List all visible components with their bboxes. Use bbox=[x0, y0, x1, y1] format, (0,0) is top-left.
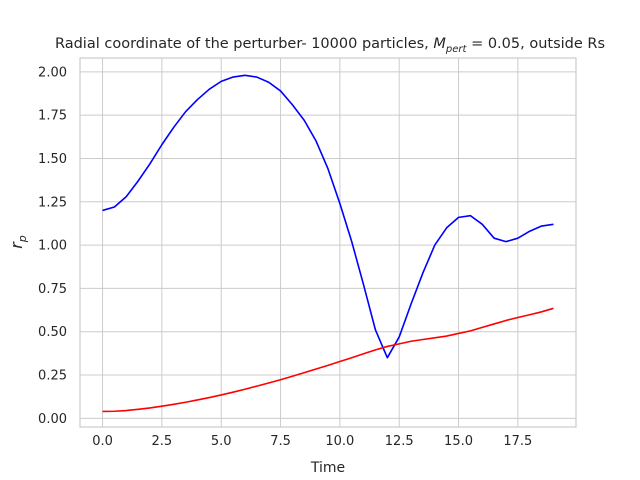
grid-lines bbox=[80, 58, 576, 427]
x-tick-label: 17.5 bbox=[503, 434, 532, 449]
x-tick-label: 2.5 bbox=[152, 434, 173, 449]
x-axis-label: Time bbox=[310, 460, 345, 476]
series-line-1 bbox=[102, 74, 554, 359]
title-prefix: Radial coordinate of the perturber- 1000… bbox=[55, 36, 433, 52]
x-tick-label: 15.0 bbox=[444, 434, 473, 449]
plot-frame bbox=[79, 57, 577, 428]
title-math-main: M bbox=[433, 36, 446, 52]
y-tick-label: 0.75 bbox=[38, 282, 67, 297]
title-suffix: = 0.05, outside Rs bbox=[466, 36, 605, 52]
y-tick-label: 0.00 bbox=[38, 412, 67, 427]
y-axis-label-main: r bbox=[7, 241, 26, 249]
chart-title: Radial coordinate of the perturber- 1000… bbox=[55, 36, 605, 55]
y-axis-label: rp bbox=[7, 235, 29, 249]
series-layer bbox=[102, 74, 554, 413]
y-tick-label: 1.75 bbox=[38, 109, 67, 124]
y-tick-label: 1.25 bbox=[38, 195, 67, 210]
x-tick-labels: 0.0 2.5 5.0 7.5 10.0 12.5 15.0 17.5 bbox=[92, 434, 532, 449]
y-tick-label: 1.00 bbox=[38, 239, 67, 254]
y-tick-label: 0.25 bbox=[38, 369, 67, 384]
title-math-sub: pert bbox=[445, 44, 468, 55]
x-tick-label: 7.5 bbox=[270, 434, 291, 449]
y-tick-label: 0.50 bbox=[38, 325, 67, 340]
y-tick-label: 2.00 bbox=[38, 65, 67, 80]
x-tick-label: 12.5 bbox=[385, 434, 414, 449]
y-tick-label: 1.50 bbox=[38, 152, 67, 167]
series-line-2 bbox=[102, 307, 554, 413]
x-tick-label: 5.0 bbox=[211, 434, 232, 449]
y-tick-labels: 0.00 0.25 0.50 0.75 1.00 1.25 1.50 1.75 2.00 bbox=[38, 65, 67, 426]
x-tick-label: 0.0 bbox=[92, 434, 113, 449]
y-axis-label-sub: p bbox=[16, 235, 29, 243]
x-tick-label: 10.0 bbox=[325, 434, 354, 449]
